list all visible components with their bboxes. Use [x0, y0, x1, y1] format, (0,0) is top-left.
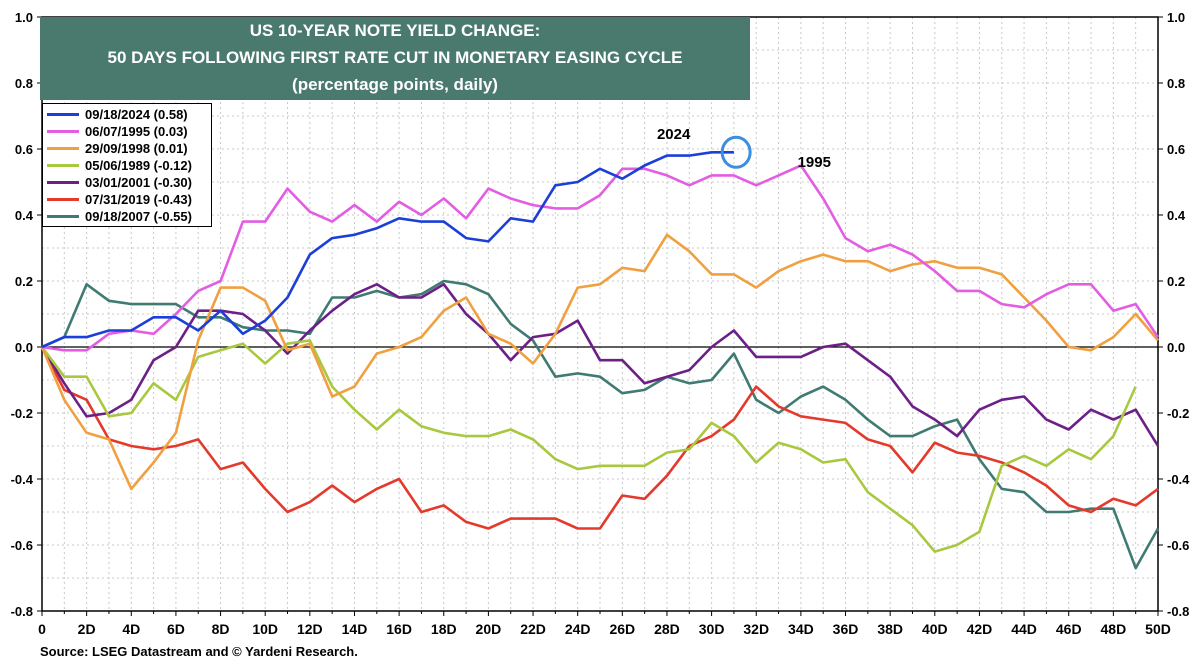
- x-tick-label: 20D: [476, 621, 502, 637]
- x-tick-label: 46D: [1056, 621, 1082, 637]
- legend-swatch: [47, 215, 79, 218]
- x-tick-label: 18D: [431, 621, 457, 637]
- series-lines: [40, 151, 1160, 570]
- y-tick-label-right: 0.0: [1167, 340, 1185, 355]
- x-tick-label: 22D: [520, 621, 546, 637]
- y-tick-label-right: -0.8: [1167, 604, 1189, 619]
- x-tick-label: 48D: [1101, 621, 1127, 637]
- x-tick-label: 44D: [1011, 621, 1037, 637]
- x-tick-label: 50D: [1145, 621, 1171, 637]
- y-tick-label-right: 0.8: [1167, 76, 1185, 91]
- y-tick-label-right: -0.4: [1167, 472, 1190, 487]
- legend-item: 09/18/2007 (-0.55): [47, 208, 207, 225]
- series-line: [41, 279, 1160, 570]
- x-tick-label: 38D: [877, 621, 903, 637]
- legend-swatch: [47, 147, 79, 150]
- chart-title: US 10-YEAR NOTE YIELD CHANGE: 50 DAYS FO…: [40, 17, 750, 100]
- y-tick-label-left: -0.2: [11, 406, 33, 421]
- y-tick-label-right: -0.6: [1167, 538, 1189, 553]
- y-tick-label-left: -0.4: [11, 472, 34, 487]
- source-note: Source: LSEG Datastream and © Yardeni Re…: [40, 644, 358, 659]
- annotation-label: 2024: [657, 126, 691, 143]
- x-tick-label: 32D: [743, 621, 769, 637]
- x-tick-label: 28D: [654, 621, 680, 637]
- series-line: [40, 282, 1160, 447]
- highlight-circle: [720, 135, 752, 169]
- y-tick-label-right: 0.2: [1167, 274, 1185, 289]
- y-tick-label-right: 0.6: [1167, 142, 1185, 157]
- legend-item: 29/09/1998 (0.01): [47, 140, 207, 157]
- x-tick-label: 30D: [699, 621, 725, 637]
- legend-swatch: [47, 198, 79, 201]
- x-tick-label: 26D: [609, 621, 635, 637]
- title-line-3: (percentage points, daily): [292, 75, 498, 94]
- x-tick-label: 12D: [297, 621, 323, 637]
- y-tick-label-left: 0.8: [15, 76, 33, 91]
- x-tick-label: 24D: [565, 621, 591, 637]
- annotations: 2024 1995: [657, 126, 831, 171]
- x-tick-label: 36D: [833, 621, 859, 637]
- x-tick-label: 14D: [342, 621, 368, 637]
- y-tick-label-left: 0.0: [15, 340, 33, 355]
- legend-label: 09/18/2007 (-0.55): [85, 209, 192, 224]
- y-tick-label-right: 1.0: [1167, 10, 1185, 25]
- annotation-label: 1995: [798, 154, 831, 171]
- y-tick-label-left: 0.4: [15, 208, 34, 223]
- legend-item: 09/18/2024 (0.58): [47, 106, 207, 123]
- legend-label: 05/06/1989 (-0.12): [85, 158, 192, 173]
- y-tick-label-right: 0.4: [1167, 208, 1186, 223]
- x-tick-label: 16D: [386, 621, 412, 637]
- legend-item: 03/01/2001 (-0.30): [47, 174, 207, 191]
- y-tick-label-left: -0.6: [11, 538, 33, 553]
- legend-swatch: [47, 113, 79, 116]
- legend-label: 07/31/2019 (-0.43): [85, 192, 192, 207]
- title-line-1: US 10-YEAR NOTE YIELD CHANGE:: [249, 21, 541, 40]
- y-tick-label-left: 1.0: [15, 10, 33, 25]
- legend-label: 06/07/1995 (0.03): [85, 124, 188, 139]
- legend-item: 05/06/1989 (-0.12): [47, 157, 207, 174]
- legend-swatch: [47, 164, 79, 167]
- series-line: [40, 339, 1137, 553]
- series-line: [41, 151, 734, 349]
- x-tick-label: 4D: [122, 621, 140, 637]
- y-tick-label-left: -0.8: [11, 604, 33, 619]
- x-tick-label: 10D: [252, 621, 278, 637]
- title-line-2: 50 DAYS FOLLOWING FIRST RATE CUT IN MONE…: [107, 48, 683, 67]
- y-tick-label-left: 0.6: [15, 142, 33, 157]
- x-tick-label: 2D: [78, 621, 96, 637]
- legend-swatch: [47, 130, 79, 133]
- y-tick-label-left: 0.2: [15, 274, 33, 289]
- x-tick-label: 34D: [788, 621, 814, 637]
- axes: 1.0 1.0 0.8 0.8 0.6 0.6 0.4 0.4 0.2 0.2 0.0 0.0 -0.2…: [11, 10, 1191, 637]
- x-tick-label: 40D: [922, 621, 948, 637]
- legend-swatch: [47, 181, 79, 184]
- y-tick-label-right: -0.2: [1167, 406, 1189, 421]
- legend-label: 29/09/1998 (0.01): [85, 141, 188, 156]
- series-line: [40, 233, 1159, 491]
- x-tick-label: 42D: [967, 621, 993, 637]
- legend-item: 07/31/2019 (-0.43): [47, 191, 207, 208]
- legend: 09/18/2024 (0.58) 06/07/1995 (0.03) 29/09/…: [42, 103, 212, 227]
- series-line: [41, 164, 1160, 352]
- legend-label: 03/01/2001 (-0.30): [85, 175, 192, 190]
- series-line: [40, 346, 1159, 530]
- x-tick-label: 8D: [212, 621, 230, 637]
- x-tick-label: 6D: [167, 621, 185, 637]
- legend-item: 06/07/1995 (0.03): [47, 123, 207, 140]
- legend-label: 09/18/2024 (0.58): [85, 107, 188, 122]
- x-tick-label: 0: [38, 621, 46, 637]
